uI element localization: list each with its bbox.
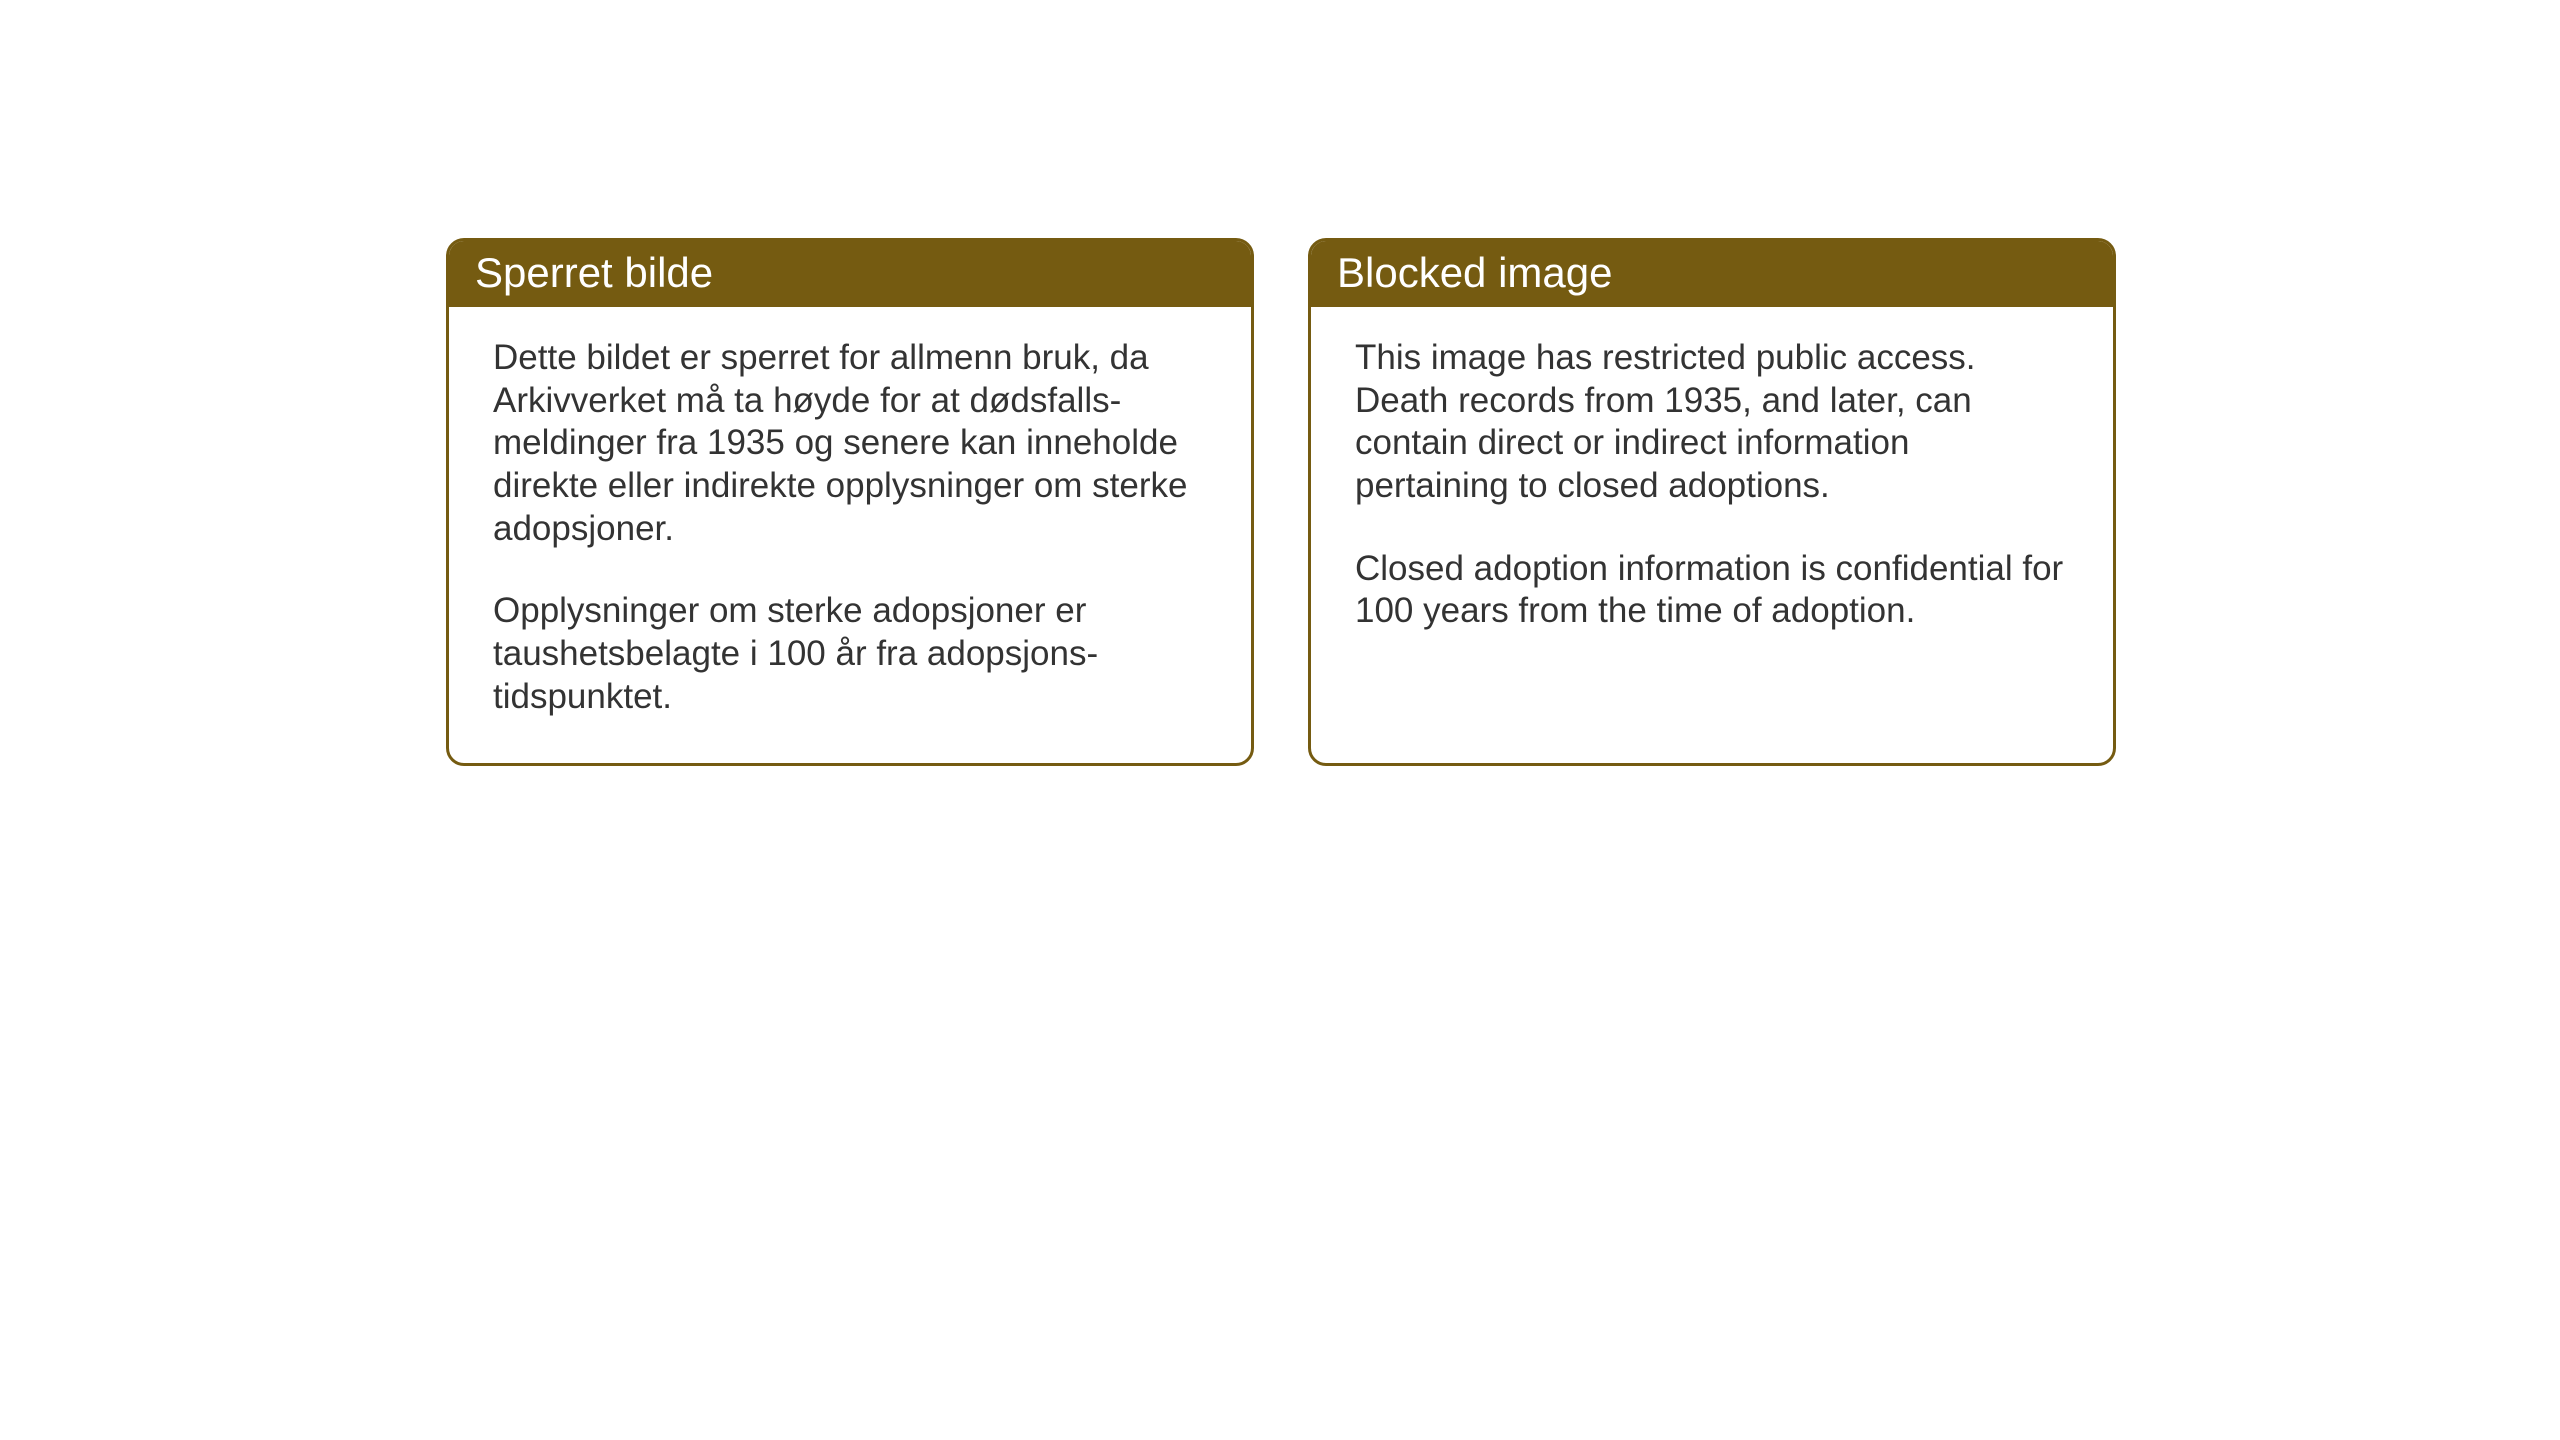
paragraph-1-norwegian: Dette bildet er sperret for allmenn bruk… — [493, 337, 1207, 550]
paragraph-2-english: Closed adoption information is confident… — [1355, 548, 2069, 633]
card-body-english: This image has restricted public access.… — [1311, 307, 2113, 747]
card-header-norwegian: Sperret bilde — [449, 241, 1251, 307]
card-header-english: Blocked image — [1311, 241, 2113, 307]
card-english: Blocked image This image has restricted … — [1308, 238, 2116, 766]
paragraph-2-norwegian: Opplysninger om sterke adopsjoner er tau… — [493, 590, 1207, 718]
card-norwegian: Sperret bilde Dette bildet er sperret fo… — [446, 238, 1254, 766]
card-body-norwegian: Dette bildet er sperret for allmenn bruk… — [449, 307, 1251, 763]
cards-container: Sperret bilde Dette bildet er sperret fo… — [446, 238, 2116, 766]
paragraph-1-english: This image has restricted public access.… — [1355, 337, 2069, 508]
